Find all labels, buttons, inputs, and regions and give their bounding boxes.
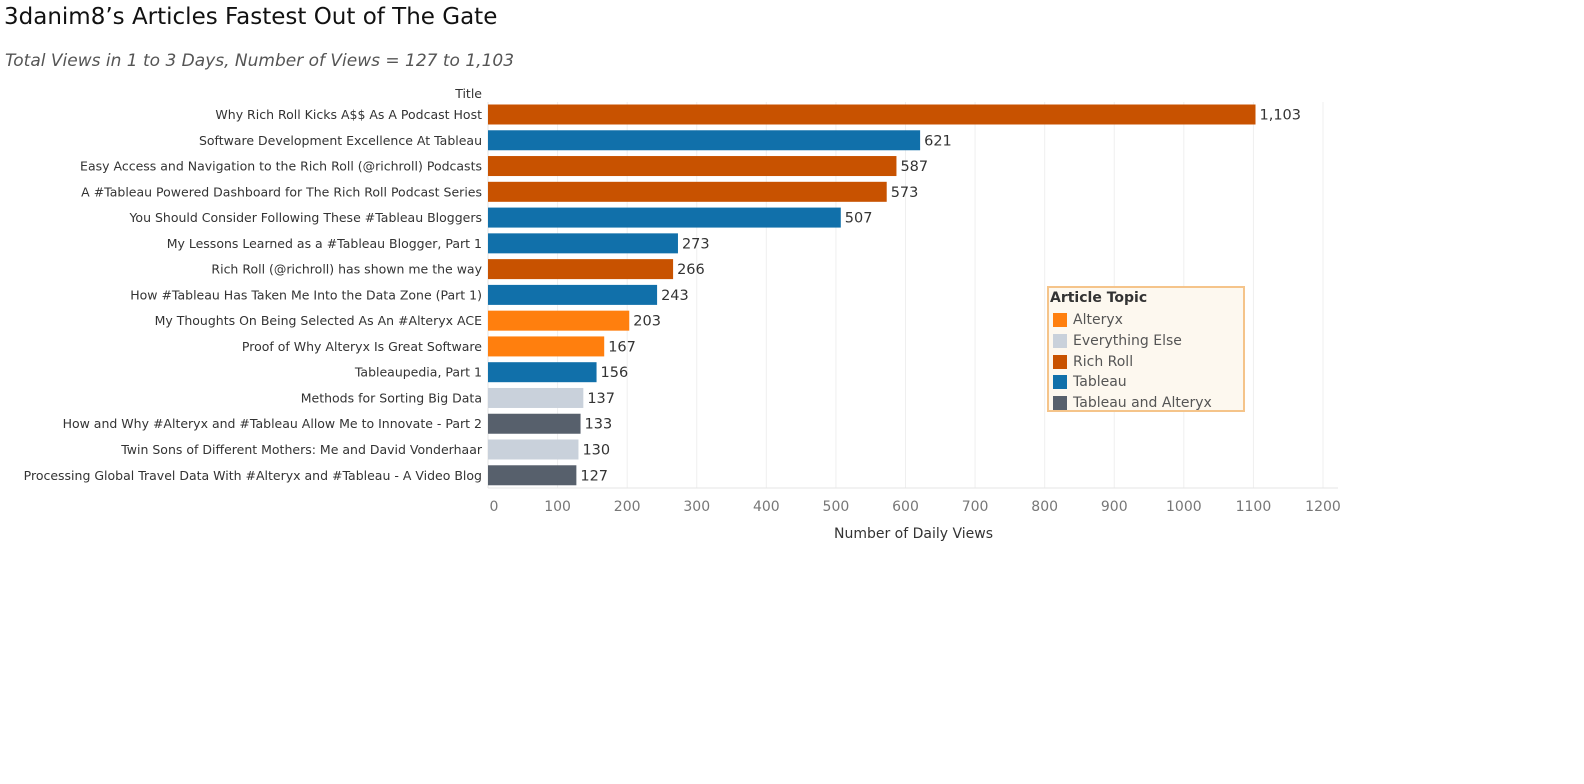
bar: [488, 362, 597, 383]
data-label: 130: [582, 443, 610, 459]
bar: [488, 130, 921, 151]
bar: [488, 207, 841, 228]
legend-swatch: [1053, 375, 1067, 390]
category-label: Methods for Sorting Big Data: [301, 390, 482, 405]
bar: [488, 181, 887, 202]
data-label: 133: [585, 417, 613, 433]
data-label: 127: [580, 468, 608, 484]
category-label: Tableaupedia, Part 1: [354, 365, 482, 380]
data-label: 1,103: [1260, 108, 1302, 124]
category-label: A #Tableau Powered Dashboard for The Ric…: [81, 184, 482, 199]
bar: [488, 284, 658, 305]
x-tick-label: 1000: [1166, 499, 1202, 515]
legend-swatch: [1053, 313, 1067, 327]
legend-swatch: [1053, 354, 1067, 369]
bar: [488, 104, 1256, 125]
x-tick-label: 200: [614, 499, 641, 515]
bar: [488, 336, 605, 357]
chart-title: 3danim8’s Articles Fastest Out of The Ga…: [4, 4, 498, 30]
category-label: My Thoughts On Being Selected As An #Alt…: [155, 313, 483, 328]
x-tick-label: 400: [753, 499, 780, 515]
bar: [488, 259, 674, 280]
bar: [488, 233, 678, 254]
data-label: 507: [845, 211, 873, 227]
legend-item[interactable]: Rich Roll: [1053, 352, 1133, 372]
data-label: 273: [682, 236, 710, 252]
chart-subtitle: Total Views in 1 to 3 Days, Number of Vi…: [5, 51, 515, 71]
data-label: 156: [601, 365, 629, 381]
legend-label: Everything Else: [1073, 332, 1182, 349]
legend-title: Article Topic: [1050, 290, 1148, 306]
data-label: 137: [587, 391, 615, 407]
legend-label: Rich Roll: [1073, 353, 1134, 370]
legend-label: Alteryx: [1073, 312, 1123, 328]
category-label: How and Why #Alteryx and #Tableau Allow …: [63, 416, 482, 431]
data-label: 587: [900, 159, 928, 175]
data-label: 203: [633, 314, 661, 330]
category-label: Processing Global Travel Data With #Alte…: [24, 468, 482, 483]
bar: [488, 465, 577, 486]
category-label: My Lessons Learned as a #Tableau Blogger…: [167, 236, 482, 251]
x-tick-label: 900: [1101, 499, 1128, 515]
x-tick-label: 1200: [1305, 499, 1341, 515]
bar: [488, 413, 581, 434]
category-label: Rich Roll (@richroll) has shown me the w…: [211, 262, 482, 277]
category-header: Title: [454, 86, 482, 101]
legend-swatch: [1053, 333, 1067, 348]
legend-swatch: [1053, 396, 1067, 411]
data-label: 266: [677, 262, 705, 278]
legend-item[interactable]: Tableau: [1053, 372, 1127, 392]
legend-item[interactable]: Alteryx: [1053, 310, 1123, 330]
category-label: Proof of Why Alteryx Is Great Software: [242, 339, 482, 354]
data-label: 573: [891, 185, 919, 201]
data-label: 621: [924, 133, 952, 149]
category-label: Why Rich Roll Kicks A$$ As A Podcast Hos…: [215, 107, 482, 122]
x-axis-title: Number of Daily Views: [834, 526, 993, 542]
bar: [488, 156, 897, 177]
category-label: Easy Access and Navigation to the Rich R…: [80, 159, 482, 174]
bar: [488, 387, 584, 408]
x-tick-label: 800: [1031, 499, 1058, 515]
x-tick-label: 300: [683, 499, 710, 515]
category-label: Software Development Excellence At Table…: [199, 133, 482, 148]
x-tick-label: 600: [892, 499, 919, 515]
data-label: 167: [608, 339, 636, 355]
x-tick-label: 700: [962, 499, 989, 515]
legend: Article Topic Alteryx Everything Else Rich…: [1047, 286, 1245, 412]
legend-item[interactable]: Tableau and Alteryx: [1053, 393, 1212, 413]
category-label: You Should Consider Following These #Tab…: [128, 210, 482, 225]
x-tick-label: 0: [490, 499, 499, 515]
legend-label: Tableau: [1073, 374, 1127, 391]
category-label: How #Tableau Has Taken Me Into the Data …: [130, 287, 482, 302]
x-tick-label: 1100: [1236, 499, 1272, 515]
legend-item[interactable]: Everything Else: [1053, 331, 1182, 351]
x-tick-label: 100: [544, 499, 571, 515]
category-label: Twin Sons of Different Mothers: Me and D…: [120, 442, 483, 457]
data-label: 243: [661, 288, 689, 304]
bar: [488, 310, 630, 331]
legend-label: Tableau and Alteryx: [1073, 395, 1212, 412]
x-tick-label: 500: [823, 499, 850, 515]
bar: [488, 439, 579, 460]
